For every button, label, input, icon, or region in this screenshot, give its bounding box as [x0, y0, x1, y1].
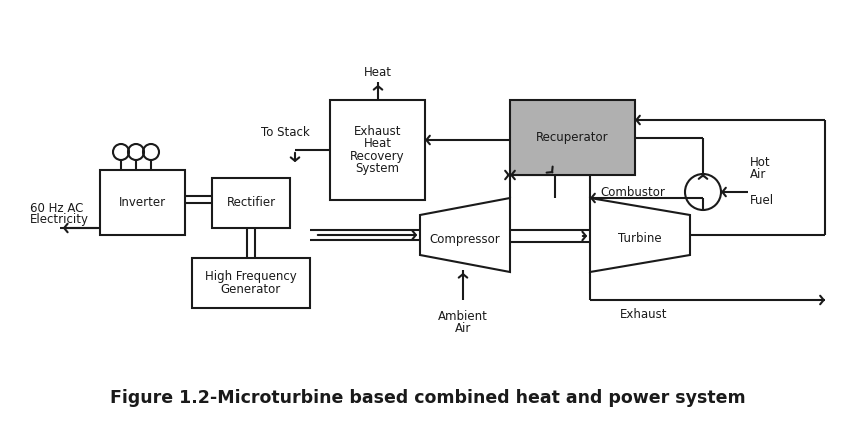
- Text: Fuel: Fuel: [750, 193, 774, 206]
- Text: Rectifier: Rectifier: [226, 196, 276, 209]
- Text: Exhaust: Exhaust: [354, 125, 401, 138]
- Text: System: System: [356, 162, 399, 175]
- Text: Air: Air: [750, 168, 766, 181]
- Text: High Frequency: High Frequency: [205, 271, 297, 283]
- Text: To Stack: To Stack: [261, 126, 309, 139]
- Text: Generator: Generator: [221, 283, 281, 296]
- Text: Recuperator: Recuperator: [536, 131, 608, 144]
- Text: 60 Hz AC: 60 Hz AC: [30, 201, 83, 215]
- Bar: [192, 258, 310, 308]
- Polygon shape: [590, 198, 690, 272]
- Text: Electricity: Electricity: [30, 214, 89, 226]
- Text: Recovery: Recovery: [351, 150, 405, 163]
- Text: Hot: Hot: [750, 156, 770, 170]
- Polygon shape: [420, 198, 510, 272]
- Bar: [510, 100, 635, 175]
- Text: Compressor: Compressor: [429, 234, 500, 246]
- Text: Heat: Heat: [363, 137, 392, 151]
- Text: Turbine: Turbine: [618, 232, 662, 245]
- Text: Air: Air: [455, 321, 471, 335]
- Text: Combustor: Combustor: [600, 186, 665, 198]
- Text: Heat: Heat: [364, 65, 392, 78]
- Text: Ambient: Ambient: [438, 310, 488, 323]
- Text: Inverter: Inverter: [119, 196, 166, 209]
- Bar: [100, 170, 185, 235]
- Text: Exhaust: Exhaust: [620, 307, 668, 321]
- Bar: [330, 100, 425, 200]
- Text: Figure 1.2-Microturbine based combined heat and power system: Figure 1.2-Microturbine based combined h…: [111, 389, 746, 407]
- Bar: [212, 178, 290, 228]
